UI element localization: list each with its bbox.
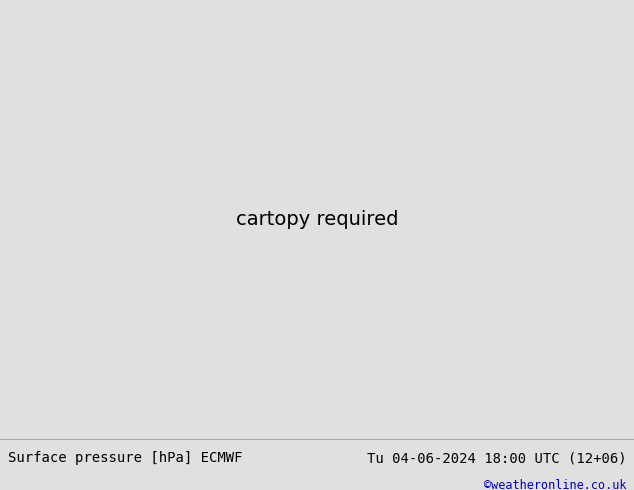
Text: Surface pressure [hPa] ECMWF: Surface pressure [hPa] ECMWF <box>8 451 242 465</box>
Text: ©weatheronline.co.uk: ©weatheronline.co.uk <box>484 479 626 490</box>
Text: Tu 04-06-2024 18:00 UTC (12+06): Tu 04-06-2024 18:00 UTC (12+06) <box>366 451 626 465</box>
Text: cartopy required: cartopy required <box>236 210 398 229</box>
